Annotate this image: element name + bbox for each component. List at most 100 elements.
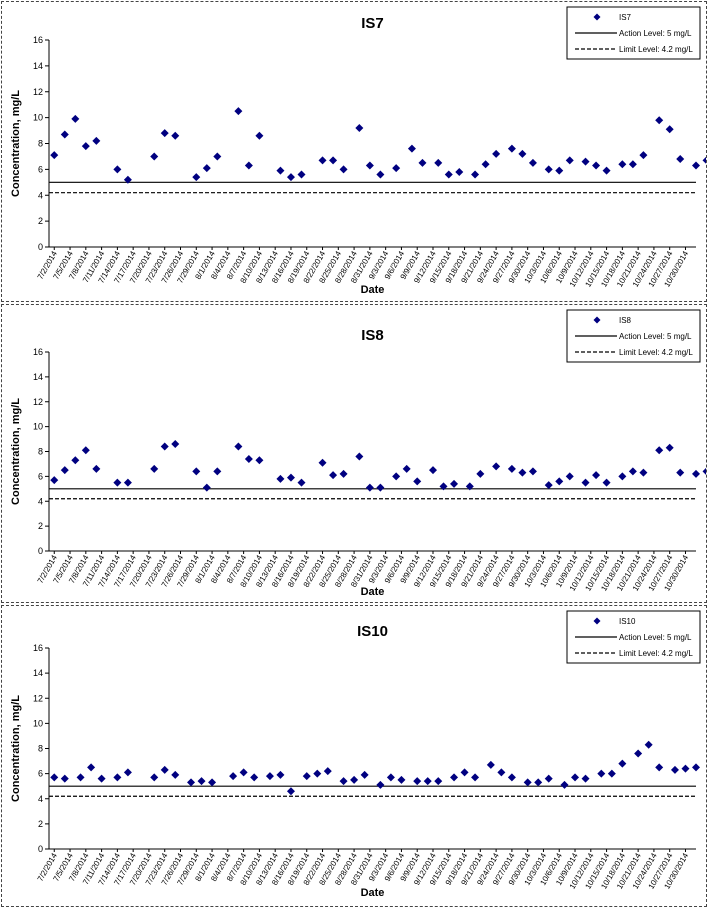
data-point [555, 166, 564, 175]
data-point [50, 151, 59, 160]
data-point [450, 479, 459, 488]
data-point [555, 477, 564, 486]
data-point [318, 458, 327, 467]
data-point [392, 472, 401, 481]
legend-label: Limit Level: 4.2 mg/L [619, 649, 693, 658]
data-point [376, 483, 385, 492]
data-point [413, 477, 422, 486]
data-point [202, 483, 211, 492]
data-point [497, 768, 506, 777]
data-point [402, 464, 411, 473]
data-point [187, 778, 196, 787]
data-point [234, 107, 243, 116]
data-point [208, 778, 217, 787]
data-point [507, 144, 516, 153]
data-point [692, 469, 700, 478]
data-point [602, 166, 611, 175]
y-tick-label: 10 [33, 113, 43, 123]
data-point [444, 170, 453, 179]
data-point [150, 464, 159, 473]
data-point [197, 777, 206, 786]
data-point [50, 476, 59, 485]
legend-label: Action Level: 5 mg/L [619, 633, 692, 642]
data-point [534, 778, 543, 787]
data-point [628, 160, 637, 169]
data-point [639, 151, 648, 160]
data-point [171, 131, 180, 140]
data-point [681, 764, 690, 773]
legend-box [566, 6, 701, 60]
data-point [434, 158, 443, 167]
data-point [50, 773, 59, 782]
legend-label: Action Level: 5 mg/L [619, 29, 692, 38]
y-tick-label: 0 [38, 242, 43, 252]
data-point [581, 774, 590, 783]
data-point [618, 472, 627, 481]
data-point [171, 440, 180, 449]
data-point [192, 173, 201, 182]
chart-title: IS8 [361, 327, 384, 344]
data-point [339, 469, 348, 478]
y-tick-label: 4 [38, 496, 43, 506]
data-point [439, 482, 448, 491]
data-point [492, 149, 501, 158]
y-tick-label: 4 [38, 794, 43, 804]
data-point [544, 774, 553, 783]
data-point [565, 472, 574, 481]
data-point [665, 125, 674, 134]
data-point [160, 442, 169, 451]
data-point [676, 468, 685, 477]
data-point [618, 759, 627, 768]
legend-label: IS8 [619, 316, 632, 325]
data-point [81, 446, 90, 455]
data-point [160, 765, 169, 774]
data-point [418, 158, 427, 167]
data-point [81, 142, 90, 151]
data-point [471, 773, 480, 782]
data-point [628, 467, 637, 476]
data-point [544, 165, 553, 174]
data-point [213, 467, 222, 476]
data-point [434, 777, 443, 786]
data-point [465, 482, 474, 491]
data-point [244, 454, 253, 463]
y-axis-label: Concentration, mg/L [10, 695, 22, 802]
data-point [171, 770, 180, 779]
y-tick-label: 4 [38, 190, 43, 200]
data-point [471, 170, 480, 179]
legend-label: IS10 [619, 617, 636, 626]
data-point [528, 158, 537, 167]
chart-panel-is7: IS7 0 2 4 6 8 10 12 14 16 Concentration, mg/L 7/2/2… [1, 1, 707, 302]
legend-marker [593, 13, 601, 21]
data-point [581, 478, 590, 487]
data-point [360, 770, 369, 779]
data-point [323, 767, 332, 776]
data-point [239, 768, 248, 777]
legend: IS10 Action Level: 5 mg/L Limit Level: 4.2… [566, 610, 701, 664]
data-point [318, 156, 327, 165]
data-point [213, 152, 222, 161]
data-point [481, 160, 490, 169]
y-tick-label: 12 [33, 87, 43, 97]
data-point [255, 131, 264, 140]
data-point [355, 452, 364, 461]
y-tick-label: 8 [38, 139, 43, 149]
data-point [386, 773, 395, 782]
y-tick-label: 14 [33, 372, 43, 382]
data-point [97, 774, 106, 783]
data-point [507, 773, 516, 782]
data-point [492, 462, 501, 471]
data-point [192, 467, 201, 476]
data-point [313, 769, 322, 778]
data-point [560, 780, 569, 789]
data-point [692, 763, 700, 772]
data-point [592, 161, 601, 170]
y-tick-label: 16 [33, 35, 43, 45]
data-point [565, 156, 574, 165]
data-point [450, 773, 459, 782]
legend-label: Action Level: 5 mg/L [619, 332, 692, 341]
data-point [339, 777, 348, 786]
data-point [160, 129, 169, 138]
data-point [407, 144, 416, 153]
